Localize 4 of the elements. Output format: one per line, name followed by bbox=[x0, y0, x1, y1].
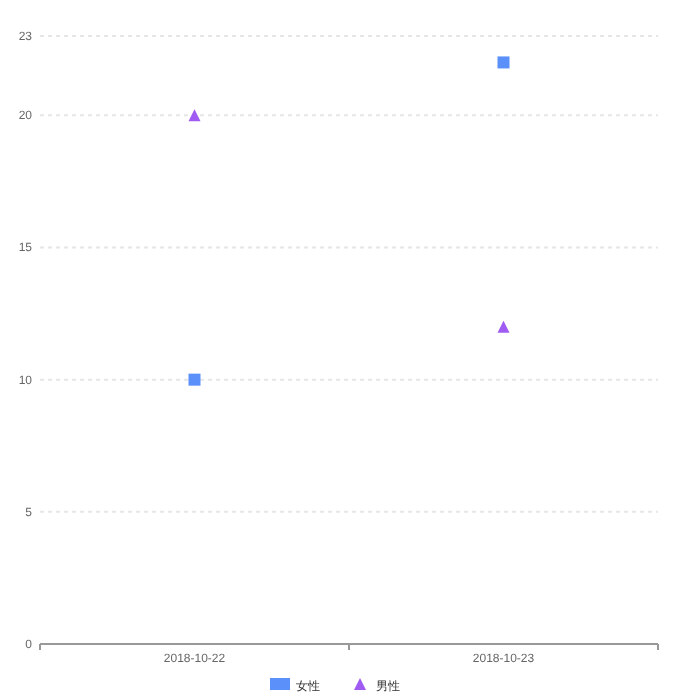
point bbox=[188, 373, 201, 386]
point bbox=[188, 109, 201, 122]
point bbox=[497, 56, 510, 69]
point bbox=[497, 320, 510, 333]
